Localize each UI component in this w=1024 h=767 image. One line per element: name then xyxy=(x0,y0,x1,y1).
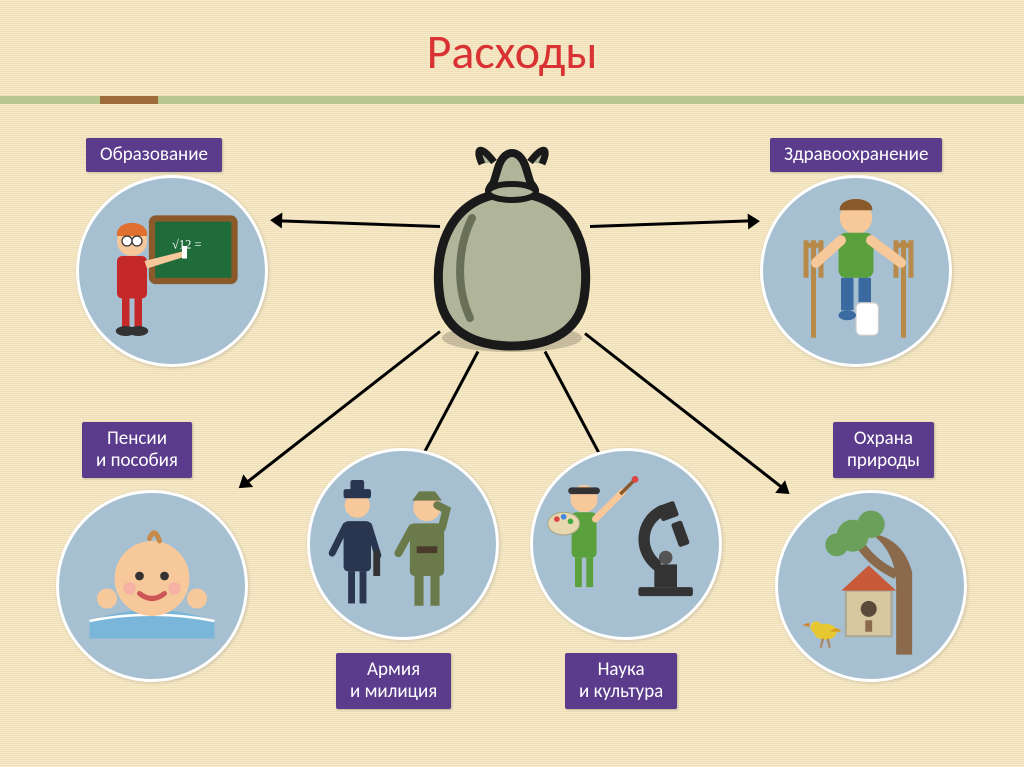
slide-title: Расходы xyxy=(0,0,1024,91)
category-circle-army xyxy=(307,448,499,640)
divider-seg xyxy=(100,96,158,104)
police-soldier-icon xyxy=(323,464,483,624)
baby-icon xyxy=(77,521,227,651)
divider-seg xyxy=(158,96,1024,104)
category-circle-nature xyxy=(775,490,967,682)
divider-seg xyxy=(0,96,100,104)
money-bag-icon xyxy=(412,138,612,358)
category-label-education: Образование xyxy=(86,138,222,172)
category-label-healthcare: Здравоохранение xyxy=(770,138,942,172)
category-circle-healthcare xyxy=(760,175,952,367)
category-circle-education: √12 = xyxy=(76,175,268,367)
artist-microscope-icon xyxy=(541,464,711,624)
teacher-blackboard-icon: √12 = xyxy=(97,196,247,346)
category-label-pensions: Пенсии и пособия xyxy=(82,422,192,478)
slide-content: Расходы √12 = xyxy=(0,0,1024,767)
arrow xyxy=(590,219,750,228)
category-label-nature: Охрана природы xyxy=(833,422,934,478)
category-circle-science xyxy=(530,448,722,640)
category-label-science: Наука и культура xyxy=(565,653,677,709)
injured-crutch-icon xyxy=(781,189,931,354)
tree-birdhouse-icon xyxy=(791,506,951,666)
divider-band xyxy=(0,96,1024,104)
category-circle-pensions xyxy=(56,490,248,682)
category-label-army: Армия и милиция xyxy=(336,653,451,709)
